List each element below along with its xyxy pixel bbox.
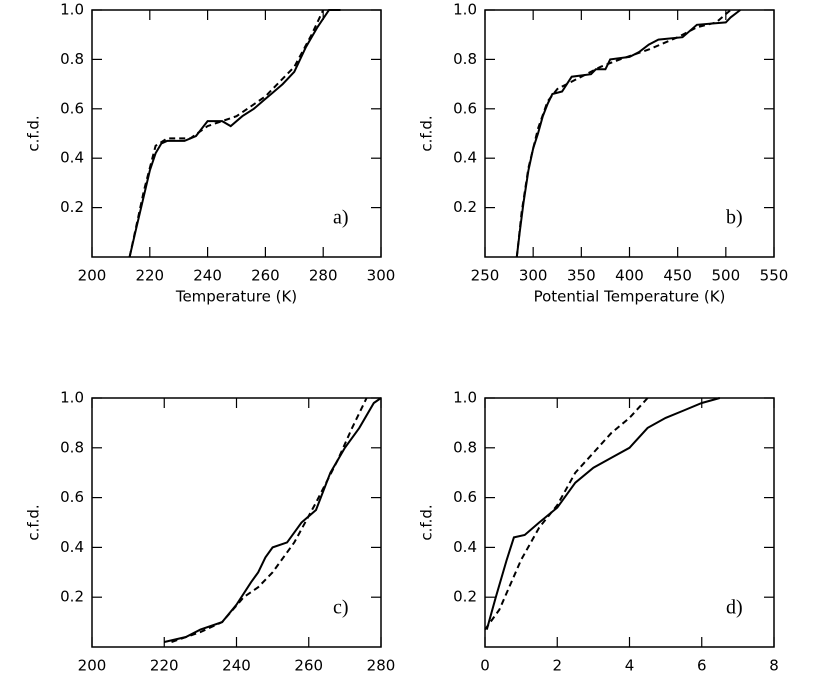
cfd-line xyxy=(128,9,341,258)
x-tick-label: 240 xyxy=(193,267,222,285)
x-tick-label: 240 xyxy=(222,657,251,675)
x-tick-label: 280 xyxy=(367,657,396,675)
y-tick-label: 0.8 xyxy=(453,438,477,456)
y-tick-label: 0.4 xyxy=(453,149,477,167)
panel-label: d) xyxy=(726,597,743,619)
cfd-line xyxy=(164,397,382,643)
x-tick-label: 500 xyxy=(712,267,741,285)
cfd-line xyxy=(515,9,741,258)
y-tick-label: 0.4 xyxy=(453,538,477,556)
y-tick-label: 0.2 xyxy=(60,198,84,216)
x-tick-label: 400 xyxy=(615,267,644,285)
y-tick-label: 1.0 xyxy=(453,1,477,19)
y-tick-label: 0.6 xyxy=(60,99,84,117)
x-tick-label: 6 xyxy=(697,657,707,675)
y-axis-label: c.f.d. xyxy=(418,504,436,540)
cfd-line xyxy=(171,397,368,643)
cfd-line xyxy=(485,397,721,630)
y-tick-label: 0.2 xyxy=(60,588,84,606)
x-tick-label: 260 xyxy=(251,267,280,285)
cfd-line xyxy=(484,397,649,631)
y-tick-label: 1.0 xyxy=(60,389,84,407)
x-tick-label: 350 xyxy=(567,267,596,285)
x-tick-label: 8 xyxy=(769,657,779,675)
cfd-line xyxy=(515,9,732,258)
x-tick-label: 280 xyxy=(309,267,338,285)
y-tick-label: 0.8 xyxy=(453,50,477,68)
y-tick-label: 0.6 xyxy=(453,488,477,506)
x-axis-label: Temperature (K) xyxy=(175,288,297,306)
y-tick-label: 0.8 xyxy=(60,50,84,68)
x-tick-label: 260 xyxy=(294,657,323,675)
x-tick-label: 200 xyxy=(78,267,107,285)
panel-label: b) xyxy=(726,207,743,229)
y-tick-label: 1.0 xyxy=(453,389,477,407)
y-tick-label: 0.6 xyxy=(453,99,477,117)
panel-label: c) xyxy=(333,597,349,619)
x-tick-label: 450 xyxy=(663,267,692,285)
x-axis-label: Potential Temperature (K) xyxy=(534,288,726,306)
y-axis-label: c.f.d. xyxy=(25,115,43,151)
x-tick-label: 4 xyxy=(625,657,635,675)
plot-frame xyxy=(91,9,382,258)
y-tick-label: 0.4 xyxy=(60,538,84,556)
y-tick-label: 0.4 xyxy=(60,149,84,167)
y-tick-label: 0.2 xyxy=(453,588,477,606)
y-tick-label: 0.2 xyxy=(453,198,477,216)
x-tick-label: 0 xyxy=(480,657,490,675)
y-tick-label: 1.0 xyxy=(60,1,84,19)
x-tick-label: 300 xyxy=(519,267,548,285)
x-tick-label: 2 xyxy=(552,657,562,675)
x-tick-label: 300 xyxy=(367,267,396,285)
x-tick-label: 220 xyxy=(150,657,179,675)
x-tick-label: 200 xyxy=(78,657,107,675)
y-tick-label: 0.6 xyxy=(60,488,84,506)
y-tick-label: 0.8 xyxy=(60,438,84,456)
cfd-line xyxy=(128,9,325,258)
y-axis-label: c.f.d. xyxy=(418,115,436,151)
panel-label: a) xyxy=(333,207,349,229)
x-tick-label: 220 xyxy=(135,267,164,285)
y-axis-label: c.f.d. xyxy=(25,504,43,540)
x-tick-label: 550 xyxy=(760,267,789,285)
x-tick-label: 250 xyxy=(471,267,500,285)
